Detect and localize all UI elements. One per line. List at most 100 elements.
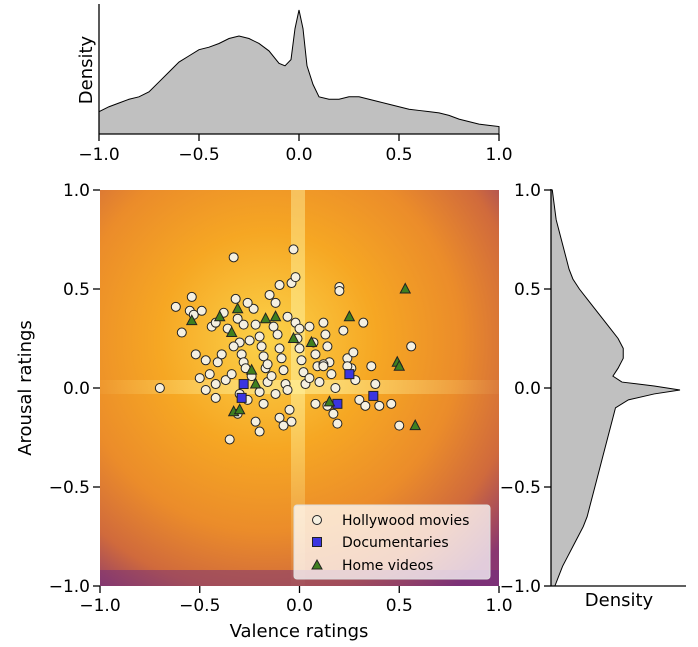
point-circle-86 — [226, 369, 237, 380]
point-triangle-10 — [323, 395, 336, 407]
point-circle-73 — [250, 416, 261, 427]
point-circle-53 — [322, 341, 333, 352]
heatmap-v-band — [291, 190, 305, 586]
point-circle-43 — [296, 355, 307, 366]
point-circle-92 — [328, 408, 339, 419]
point-circle-82 — [290, 272, 301, 283]
top-xtick-label-4: 1.0 — [485, 145, 512, 165]
legend-label-hollywood: Hollywood movies — [342, 513, 469, 529]
point-circle-55 — [326, 369, 337, 380]
point-circle-104 — [228, 341, 239, 352]
point-circle-23 — [248, 303, 259, 314]
point-circle-51 — [318, 317, 329, 328]
point-circle-34 — [276, 353, 287, 364]
main-ytick-label-3: 0.5 — [63, 280, 90, 300]
point-circle-46 — [304, 321, 315, 332]
right-ytick-label-4: 1.0 — [514, 181, 541, 201]
point-square-4 — [368, 390, 379, 401]
point-circle-99 — [194, 373, 205, 384]
point-circle-75 — [270, 388, 281, 399]
point-square-2 — [332, 398, 343, 409]
point-circle-63 — [360, 400, 371, 411]
point-circle-107 — [254, 386, 265, 397]
point-circle-27 — [258, 351, 269, 362]
point-circle-33 — [274, 343, 285, 354]
point-circle-83 — [334, 285, 345, 296]
top-marginal: −1.0 −0.5 0.0 0.5 1.0 Density — [76, 4, 513, 165]
point-triangle-15 — [409, 419, 422, 431]
main-xtick-label-0: −1.0 — [79, 596, 120, 616]
point-circle-31 — [268, 321, 279, 332]
point-circle-26 — [256, 341, 267, 352]
point-circle-2 — [176, 327, 187, 338]
point-circle-111 — [318, 361, 329, 372]
point-circle-39 — [288, 244, 299, 255]
point-circle-90 — [310, 398, 321, 409]
main-ytick-label-2: 0.0 — [63, 379, 90, 399]
point-circle-97 — [210, 379, 221, 390]
top-xtick-label-2: 0.0 — [285, 145, 312, 165]
point-triangle-12 — [399, 282, 412, 294]
point-circle-66 — [374, 400, 385, 411]
point-circle-0 — [154, 383, 165, 393]
point-circle-65 — [370, 379, 381, 390]
point-circle-79 — [286, 416, 297, 427]
point-circle-7 — [196, 305, 207, 316]
point-circle-67 — [386, 398, 397, 409]
point-circle-30 — [264, 289, 275, 300]
point-circle-77 — [278, 420, 289, 431]
point-circle-44 — [298, 367, 309, 378]
point-circle-102 — [348, 347, 359, 358]
legend-label-documentaries: Documentaries — [342, 535, 449, 551]
point-triangle-7 — [269, 310, 282, 322]
point-circle-32 — [272, 329, 283, 340]
point-triangle-9 — [305, 335, 318, 347]
point-circle-84 — [210, 392, 221, 403]
point-triangle-17 — [233, 403, 246, 415]
point-circle-110 — [270, 297, 281, 308]
top-density-area — [98, 9, 500, 135]
point-circle-22 — [244, 335, 255, 346]
point-circle-16 — [230, 293, 241, 304]
point-circle-89 — [266, 371, 277, 382]
point-circle-76 — [274, 412, 285, 423]
point-circle-56 — [330, 383, 341, 393]
main-ytick-label-4: 1.0 — [63, 181, 90, 201]
point-circle-24 — [250, 319, 261, 330]
legend-label-home-videos: Home videos — [342, 558, 433, 574]
point-circle-12 — [212, 357, 223, 368]
point-triangle-0 — [185, 314, 198, 326]
point-triangle-14 — [393, 359, 406, 371]
point-circle-4 — [186, 291, 197, 302]
point-square-0 — [236, 392, 247, 403]
main-xtick-label-1: −0.5 — [179, 596, 220, 616]
main-xlabel: Valence ratings — [230, 621, 369, 642]
point-circle-15 — [228, 252, 239, 263]
top-xtick-label-1: −0.5 — [178, 145, 219, 165]
point-circle-98 — [200, 384, 211, 395]
legend-marker-hollywood — [312, 515, 322, 525]
point-circle-35 — [278, 365, 289, 376]
legend-box — [293, 504, 491, 580]
right-density-area — [550, 189, 681, 587]
top-xtick-label-0: −1.0 — [78, 145, 119, 165]
point-circle-9 — [204, 369, 215, 380]
point-circle-64 — [366, 361, 377, 372]
legend-marker-home-videos — [311, 558, 323, 570]
right-ytick-label-0: −1.0 — [500, 577, 541, 597]
point-triangle-4 — [245, 363, 258, 375]
point-circle-68 — [394, 420, 405, 431]
point-circle-69 — [406, 341, 417, 352]
point-circle-25 — [254, 331, 265, 342]
top-xtick-label-3: 0.5 — [385, 145, 412, 165]
main-ytick-label-0: −1.0 — [49, 577, 90, 597]
point-circle-85 — [220, 375, 231, 386]
point-circle-52 — [320, 329, 331, 340]
point-triangle-11 — [343, 310, 356, 322]
point-circle-81 — [274, 280, 285, 291]
point-triangle-2 — [225, 325, 238, 338]
main-plot: −1.0 −0.5 0.0 0.5 1.0 −1.0 −0.5 0.0 0.5 1.0 Vale… — [15, 181, 513, 642]
point-square-1 — [238, 379, 249, 390]
point-circle-74 — [254, 426, 265, 437]
